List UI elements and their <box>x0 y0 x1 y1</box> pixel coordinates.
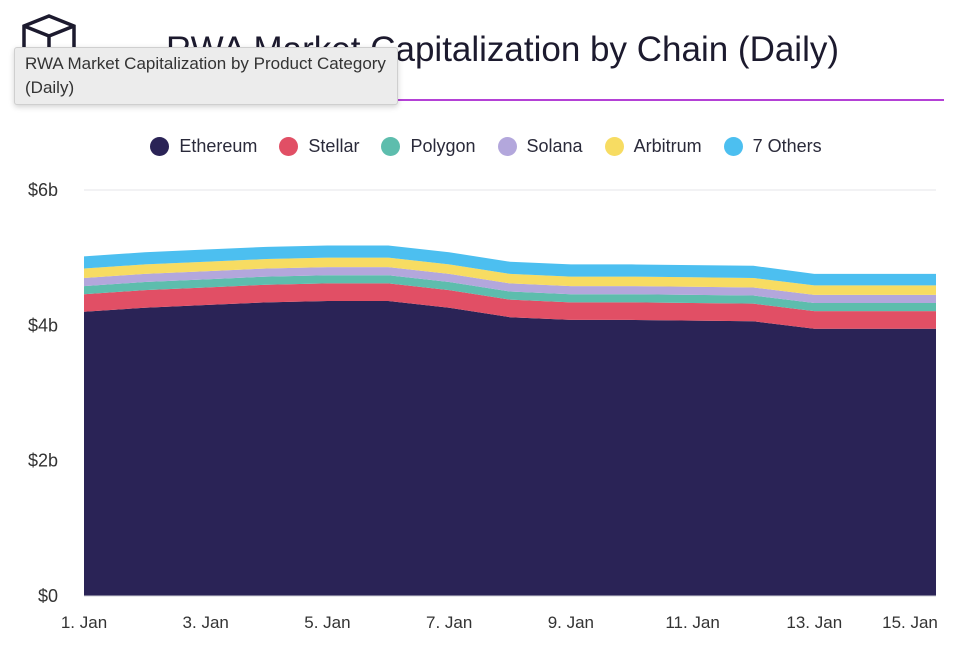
area-series-7-others[interactable] <box>84 245 936 286</box>
tooltip: RWA Market Capitalization by Product Cat… <box>14 47 398 105</box>
y-tick-label: $2b <box>28 451 58 471</box>
legend-dot <box>381 137 401 156</box>
legend-label: Stellar <box>308 136 360 156</box>
area-series-polygon[interactable] <box>84 275 936 312</box>
area-series-solana[interactable] <box>84 267 936 304</box>
area-series-stellar[interactable] <box>84 283 936 329</box>
legend-dot <box>604 137 624 156</box>
legend-label: 7 Others <box>752 136 822 156</box>
x-tick-label: 15. Jan <box>882 613 938 632</box>
legend-dot <box>279 137 299 156</box>
y-tick-label: $0 <box>38 586 58 606</box>
legend-label: Solana <box>526 136 583 156</box>
title-divider <box>14 99 944 101</box>
x-tick-label: 9. Jan <box>548 613 594 632</box>
legend-item[interactable]: 7 Others <box>723 136 822 157</box>
x-tick-label: 13. Jan <box>786 613 842 632</box>
area-series-arbitrum[interactable] <box>84 257 936 295</box>
x-tick-label: 7. Jan <box>426 613 472 632</box>
legend-item[interactable]: Polygon <box>381 136 476 157</box>
legend-dot <box>723 137 743 156</box>
legend-dot <box>497 137 517 156</box>
x-tick-label: 5. Jan <box>304 613 350 632</box>
x-tick-label: 1. Jan <box>61 613 107 632</box>
legend-item[interactable]: Stellar <box>279 136 359 157</box>
y-tick-label: $4b <box>28 315 58 335</box>
x-tick-label: 3. Jan <box>183 613 229 632</box>
legend-dot <box>150 137 170 156</box>
area-series-ethereum[interactable] <box>84 300 936 596</box>
legend-label: Ethereum <box>179 136 258 156</box>
legend-label: Arbitrum <box>633 136 702 156</box>
x-tick-label: 11. Jan <box>665 613 720 632</box>
legend-label: Polygon <box>410 136 476 156</box>
legend-item[interactable]: Arbitrum <box>604 136 702 157</box>
y-tick-label: $6b <box>28 180 58 200</box>
legend-item[interactable]: Ethereum <box>150 136 257 157</box>
chart-legend: Ethereum Stellar Polygon Solana Arbitrum 7 Ot… <box>0 136 972 157</box>
legend-item[interactable]: Solana <box>497 136 583 157</box>
